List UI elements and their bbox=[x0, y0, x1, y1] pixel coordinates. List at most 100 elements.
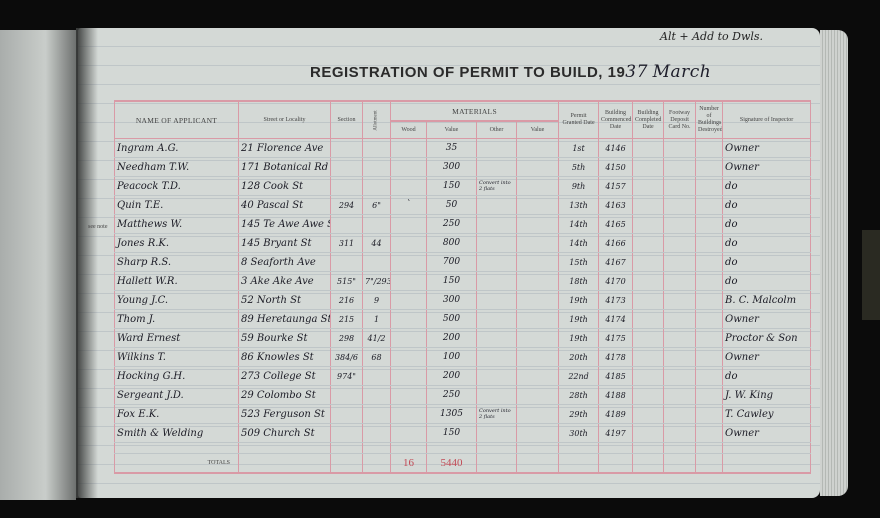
permit-granted-date: 14th bbox=[558, 214, 600, 234]
other-material bbox=[476, 138, 517, 158]
permit-granted-date: 9th bbox=[558, 176, 600, 196]
completed-date bbox=[632, 195, 665, 215]
title-year: 37 bbox=[625, 62, 648, 82]
table-row: Hocking G.H. 273 College St 974" 200 22nd 418… bbox=[114, 366, 812, 386]
totals-label: TOTALS bbox=[114, 453, 239, 474]
col-name: NAME OF APPLICANT bbox=[114, 100, 239, 139]
footway-card bbox=[663, 290, 697, 310]
completed-date bbox=[632, 138, 665, 158]
value: 35 bbox=[426, 138, 477, 158]
value: 800 bbox=[426, 233, 477, 253]
col-completed: Building Completed Date bbox=[632, 100, 665, 139]
commenced-number: 4167 bbox=[598, 252, 634, 272]
other-material bbox=[476, 252, 517, 272]
permit-granted-date: 5th bbox=[558, 157, 600, 177]
other-material bbox=[476, 423, 517, 443]
section bbox=[330, 176, 363, 196]
commenced-number: 4173 bbox=[598, 290, 634, 310]
section: 298 bbox=[330, 328, 363, 348]
other-material: Convert into 2 flats bbox=[476, 404, 517, 424]
other-material bbox=[476, 271, 517, 291]
allotment: 1 bbox=[362, 309, 391, 329]
other-material bbox=[476, 385, 517, 405]
other-value bbox=[515, 309, 560, 329]
allotment bbox=[362, 423, 391, 443]
buildings-destroyed bbox=[695, 214, 724, 234]
other-material bbox=[476, 328, 517, 348]
title-month: March bbox=[652, 62, 712, 82]
permit-granted-date: 20th bbox=[558, 347, 600, 367]
applicant-name: Hallett W.R. bbox=[114, 271, 239, 291]
section: 515" bbox=[330, 271, 363, 291]
allotment: 6" bbox=[362, 195, 391, 215]
permit-register-table: NAME OF APPLICANT Street or Locality Sec… bbox=[114, 100, 812, 474]
wood bbox=[390, 423, 427, 443]
completed-date bbox=[632, 347, 665, 367]
footway-card bbox=[663, 271, 697, 291]
permit-granted-date: 19th bbox=[558, 290, 600, 310]
buildings-destroyed bbox=[695, 176, 724, 196]
commenced-number: 4189 bbox=[598, 404, 634, 424]
footway-card bbox=[663, 138, 697, 158]
inspector-signature: do bbox=[722, 366, 812, 386]
street-locality: 145 Bryant St bbox=[238, 233, 331, 253]
completed-date bbox=[632, 157, 665, 177]
commenced-number: 4188 bbox=[598, 385, 634, 405]
completed-date bbox=[632, 176, 665, 196]
commenced-number: 4174 bbox=[598, 309, 634, 329]
buildings-destroyed bbox=[695, 271, 724, 291]
commenced-number: 4197 bbox=[598, 423, 634, 443]
empty-cell bbox=[663, 442, 697, 454]
page-gutter bbox=[76, 28, 98, 498]
col-wood: Wood bbox=[390, 120, 427, 139]
allotment bbox=[362, 176, 391, 196]
section: 294 bbox=[330, 195, 363, 215]
inspector-signature: J. W. King bbox=[722, 385, 812, 405]
empty-cell bbox=[362, 453, 391, 474]
section: 215 bbox=[330, 309, 363, 329]
empty-cell bbox=[558, 453, 600, 474]
value: 200 bbox=[426, 366, 477, 386]
inspector-signature: do bbox=[722, 233, 812, 253]
table-row: Sharp R.S. 8 Seaforth Ave 700 15th 4167 do bbox=[114, 252, 812, 272]
completed-date bbox=[632, 328, 665, 348]
other-value bbox=[515, 290, 560, 310]
footway-card bbox=[663, 195, 697, 215]
left-page bbox=[0, 30, 76, 500]
street-locality: 145 Te Awe Awe St bbox=[238, 214, 331, 234]
buildings-destroyed bbox=[695, 157, 724, 177]
allotment: 7"/293 bbox=[362, 271, 391, 291]
applicant-name: Quin T.E. bbox=[114, 195, 239, 215]
empty-cell bbox=[330, 453, 363, 474]
col-section: Section bbox=[330, 100, 363, 139]
value: 500 bbox=[426, 309, 477, 329]
col-value: Value bbox=[426, 120, 477, 139]
inspector-signature: Owner bbox=[722, 309, 812, 329]
other-value bbox=[515, 138, 560, 158]
footway-card bbox=[663, 176, 697, 196]
completed-date bbox=[632, 233, 665, 253]
value: 150 bbox=[426, 176, 477, 196]
value: 150 bbox=[426, 271, 477, 291]
applicant-name: Ingram A.G. bbox=[114, 138, 239, 158]
inspector-signature: Owner bbox=[722, 138, 812, 158]
commenced-number: 4166 bbox=[598, 233, 634, 253]
applicant-name: Sergeant J.D. bbox=[114, 385, 239, 405]
street-locality: 21 Florence Ave bbox=[238, 138, 331, 158]
col-permit-granted: Permit Granted Date bbox=[558, 100, 600, 139]
empty-cell bbox=[695, 453, 724, 474]
other-value bbox=[515, 176, 560, 196]
table-row: Wilkins T. 86 Knowles St 384/6 68 100 20th 417… bbox=[114, 347, 812, 367]
page-edges bbox=[820, 30, 848, 496]
other-value bbox=[515, 214, 560, 234]
other-value bbox=[515, 347, 560, 367]
col-allotment: Allotment bbox=[362, 100, 391, 139]
footway-card bbox=[663, 423, 697, 443]
applicant-name: Hocking G.H. bbox=[114, 366, 239, 386]
allotment bbox=[362, 404, 391, 424]
commenced-number: 4150 bbox=[598, 157, 634, 177]
applicant-name: Fox E.K. bbox=[114, 404, 239, 424]
permit-granted-date: 15th bbox=[558, 252, 600, 272]
other-value bbox=[515, 252, 560, 272]
inspector-signature: Owner bbox=[722, 347, 812, 367]
